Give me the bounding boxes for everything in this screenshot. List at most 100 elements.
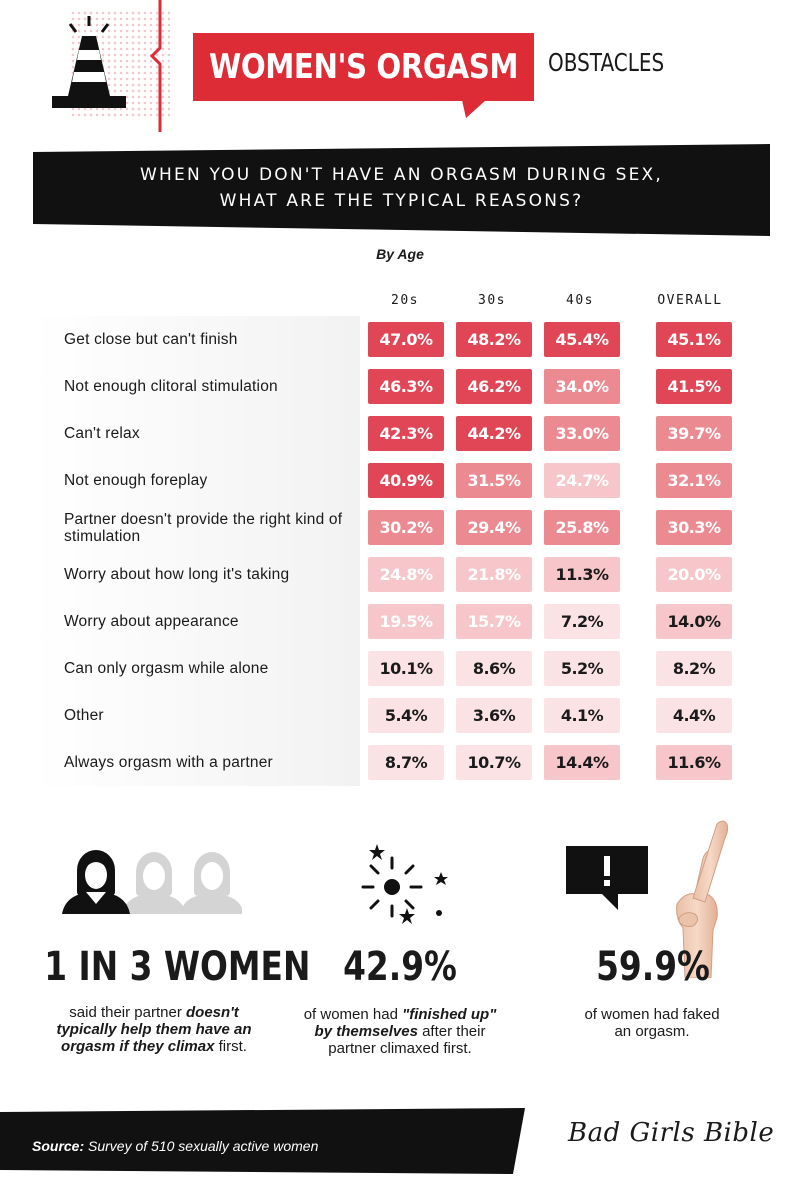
value-cell: 4.1% [544,698,620,733]
by-age-label: By Age [376,246,424,262]
row-label: Always orgasm with a partner [64,754,273,771]
stat-3-value: 59.9% [596,944,710,990]
value-cell: 7.2% [544,604,620,639]
source-note: Source: Survey of 510 sexually active wo… [32,1138,318,1154]
table-row: Not enough foreplay 40.9% 31.5% 24.7% 32.1% [33,457,773,504]
row-label: Get close but can't finish [64,331,238,348]
stat-1-text-em: doesn't typically help them have an orga… [56,1004,252,1055]
question-banner [33,144,770,236]
row-background [33,598,360,645]
value-cell: 14.4% [544,745,620,780]
column-header: OVERALL [657,293,723,308]
value-cell: 30.3% [656,510,732,545]
stat-1-text: said their partner doesn't typically hel… [42,1004,266,1055]
stat-3-text: of women had faked an orgasm. [577,1006,727,1040]
value-cell: 46.2% [456,369,532,404]
row-background [33,739,360,786]
column-header: 40s [566,293,594,308]
stat-2-text-b: after their partner climaxed first. [328,1023,486,1057]
value-cell: 21.8% [456,557,532,592]
table-row: Get close but can't finish 47.0% 48.2% 45.4… [33,316,773,363]
table-row: Not enough clitoral stimulation 46.3% 46.2… [33,363,773,410]
row-label: Partner doesn't provide the right kind o… [64,510,343,545]
table-row: Other 5.4% 3.6% 4.1% 4.4% [33,692,773,739]
title-banner-tail [462,100,486,118]
value-cell: 24.8% [368,557,444,592]
value-cell: 5.4% [368,698,444,733]
row-background [33,551,360,598]
row-label: Not enough clitoral stimulation [64,378,278,395]
value-cell: 8.7% [368,745,444,780]
table-row: Worry about how long it's taking 24.8% 21.… [33,551,773,598]
value-cell: 30.2% [368,510,444,545]
stat-2-value: 42.9% [343,944,457,990]
value-cell: 42.3% [368,416,444,451]
source-text: Survey of 510 sexually active women [84,1138,319,1154]
stat-2-text-a: of women had [303,1006,403,1023]
row-background [33,363,360,410]
exclamation-bubble-icon [566,846,648,910]
table-row: Can't relax 42.3% 44.2% 33.0% 39.7% [33,410,773,457]
column-header: 20s [391,293,419,308]
value-cell: 20.0% [656,557,732,592]
table-row: Worry about appearance 19.5% 15.7% 7.2% 14.0… [33,598,773,645]
row-label: Can't relax [64,425,140,442]
page-subtitle: OBSTACLES [548,48,665,77]
value-cell: 29.4% [456,510,532,545]
row-background [33,457,360,504]
value-cell: 25.8% [544,510,620,545]
value-cell: 47.0% [368,322,444,357]
value-cell: 8.6% [456,651,532,686]
table-row: Partner doesn't provide the right kind o… [33,504,773,551]
value-cell: 11.6% [656,745,732,780]
value-cell: 4.4% [656,698,732,733]
question-line-2: WHAT ARE THE TYPICAL REASONS? [219,191,584,211]
value-cell: 32.1% [656,463,732,498]
women-silhouettes-icon [62,850,242,914]
value-cell: 5.2% [544,651,620,686]
row-label: Other [64,707,104,724]
value-cell: 8.2% [656,651,732,686]
row-label: Worry about appearance [64,613,239,630]
question-line-1: WHEN YOU DON'T HAVE AN ORGASM DURING SEX… [140,165,663,185]
stat-1-value: 1 IN 3 WOMEN [44,944,311,990]
value-cell: 19.5% [368,604,444,639]
row-background [33,692,360,739]
value-cell: 11.3% [544,557,620,592]
source-banner [0,1108,525,1174]
row-background [33,316,360,363]
stat-2-text: of women had "finished up" by themselves… [300,1006,500,1057]
value-cell: 3.6% [456,698,532,733]
value-cell: 31.5% [456,463,532,498]
row-label: Worry about how long it's taking [64,566,290,583]
value-cell: 10.7% [456,745,532,780]
stat-1-text-b: first. [214,1038,247,1055]
row-background [33,645,360,692]
value-cell: 40.9% [368,463,444,498]
row-background [33,410,360,457]
crossed-fingers-icon [676,820,729,978]
value-cell: 46.3% [368,369,444,404]
page-title: WOMEN'S ORGASM [209,47,518,87]
value-cell: 41.5% [656,369,732,404]
value-cell: 34.0% [544,369,620,404]
stat-3-text-a: of women had faked an orgasm. [584,1006,720,1040]
value-cell: 48.2% [456,322,532,357]
source-label: Source: [32,1138,85,1154]
value-cell: 24.7% [544,463,620,498]
traffic-cone-icon [52,16,126,108]
value-cell: 39.7% [656,416,732,451]
header-divider [149,0,162,132]
stat-1-text-a: said their partner [69,1004,186,1021]
row-label: Not enough foreplay [64,472,208,489]
question-text: WHEN YOU DON'T HAVE AN ORGASM DURING SEX… [33,162,770,214]
value-cell: 14.0% [656,604,732,639]
value-cell: 44.2% [456,416,532,451]
value-cell: 33.0% [544,416,620,451]
brand-logo: Bad Girls Bible [568,1118,775,1148]
row-label: Can only orgasm while alone [64,660,269,677]
value-cell: 10.1% [368,651,444,686]
table-row: Always orgasm with a partner 8.7% 10.7% 14.… [33,739,773,786]
title-banner: WOMEN'S ORGASM [193,33,534,101]
row-background [33,504,360,551]
